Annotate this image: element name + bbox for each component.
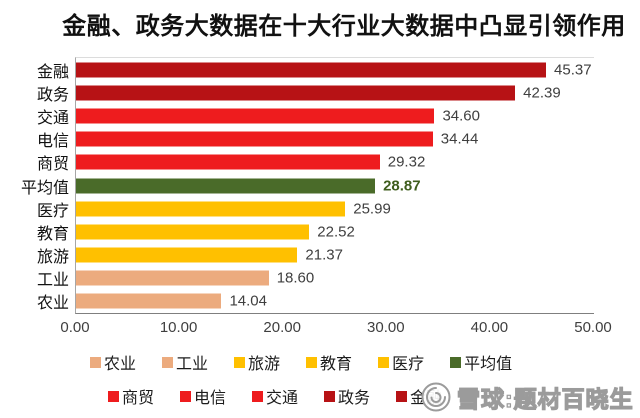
x-axis: 0.00 10.00 20.00 30.00 40.00 50.00 [60, 319, 611, 337]
value-label: 14.04 [229, 292, 267, 310]
bar [76, 201, 346, 217]
bar [76, 247, 298, 263]
value-label: 18.60 [276, 269, 315, 287]
bar [76, 131, 433, 147]
value-label: 28.87 [383, 177, 421, 195]
bar-row: 教育 22.52 [37, 220, 594, 243]
value-label: 34.60 [442, 107, 480, 125]
bar [76, 62, 547, 78]
legend-label: 平均值 [464, 356, 513, 373]
legend-row-1: 农业 工业 旅游 教育 医疗 平均值 [90, 350, 512, 374]
legend-swatch [252, 390, 264, 402]
bar-row: 平均值 28.87 [21, 174, 594, 197]
legend-label: 教育 [320, 356, 353, 373]
bar-row: 金融 45.37 [37, 58, 594, 81]
category-label: 电信 [36, 133, 69, 151]
x-tick-label: 30.00 [367, 319, 405, 336]
legend-item: 教育 [306, 350, 352, 374]
category-label: 教育 [36, 225, 69, 243]
bar [76, 178, 376, 194]
legend-item: 旅游 [234, 350, 280, 374]
legend-swatch [108, 390, 119, 402]
legend-label: 旅游 [248, 356, 281, 373]
bar-row: 商贸 29.32 [37, 151, 594, 174]
legend-row-2: 商贸电信交通政务金融 [108, 384, 442, 408]
bar-row: 交通 34.60 [37, 104, 594, 127]
watermark-text: 雪球:题材百晓生 [456, 385, 634, 412]
category-label: 旅游 [36, 249, 69, 267]
value-label: 34.44 [440, 130, 479, 148]
legend-swatch [234, 356, 246, 368]
bar-row: 政务 42.39 [37, 81, 594, 104]
x-tick-label: 0.00 [60, 319, 90, 336]
legend-swatch [324, 390, 336, 402]
legend-swatch [90, 356, 101, 368]
legend-label: 交通 [266, 390, 299, 407]
value-label: 42.39 [523, 84, 561, 102]
category-label: 医疗 [36, 202, 69, 220]
bar-row: 工业 18.60 [37, 267, 594, 290]
legend-label: 医疗 [392, 356, 425, 373]
value-label: 45.37 [554, 61, 592, 79]
bar-row: 电信 34.44 [37, 128, 594, 151]
bar [76, 108, 435, 124]
value-label: 21.37 [305, 246, 343, 264]
x-tick-label: 20.00 [263, 319, 301, 336]
legend-item: 平均值 [450, 350, 512, 374]
bar [76, 224, 310, 240]
legend-item: 政务 [324, 384, 370, 408]
value-label: 25.99 [353, 200, 391, 218]
bar [76, 270, 269, 286]
legend-label: 政务 [338, 390, 371, 407]
watermark: 雪球:题材百晓生 [420, 380, 634, 414]
legend-swatch [396, 390, 408, 402]
xueqiu-logo-icon [420, 381, 452, 413]
category-label: 农业 [36, 295, 69, 313]
legend-item: 农业 [90, 350, 136, 374]
legend-swatch [378, 356, 390, 368]
category-label: 平均值 [20, 179, 69, 197]
category-label: 商贸 [36, 156, 69, 174]
bar-row: 旅游 21.37 [37, 244, 594, 267]
chart-title: 金融、政务大数据在十大行业大数据中凸显引领作用 [62, 13, 626, 40]
value-label: 22.52 [317, 223, 355, 241]
value-label: 29.32 [387, 153, 426, 171]
bar-row: 农业 14.04 [37, 290, 594, 313]
category-label: 工业 [36, 272, 69, 290]
legend-item: 医疗 [378, 350, 424, 374]
bar-row: 医疗 25.99 [37, 197, 594, 220]
legend-swatch [180, 390, 192, 402]
legend-label: 商贸 [122, 390, 155, 407]
x-tick-label: 50.00 [574, 319, 612, 336]
bar [76, 154, 380, 170]
legend-item: 交通 [252, 384, 298, 408]
legend-label: 电信 [194, 390, 227, 407]
legend-item: 工业 [162, 350, 208, 374]
bar [76, 85, 516, 101]
category-label: 交通 [36, 109, 69, 127]
legend-swatch [306, 356, 318, 368]
legend-swatch [162, 356, 174, 368]
category-label: 金融 [36, 63, 69, 81]
plot-area: 金融 45.37 政务 42.39 交通 34.60 电信 34.44 商贸 29.32 平均值 28… [21, 57, 594, 314]
legend-item: 电信 [180, 384, 226, 408]
legend-swatch [450, 356, 462, 368]
legend-item: 商贸 [108, 384, 154, 408]
x-tick-label: 10.00 [159, 319, 198, 336]
x-tick-label: 40.00 [470, 319, 509, 336]
legend-label: 工业 [176, 356, 209, 373]
category-label: 政务 [36, 86, 69, 104]
bar [76, 293, 222, 309]
legend-label: 农业 [104, 356, 137, 373]
